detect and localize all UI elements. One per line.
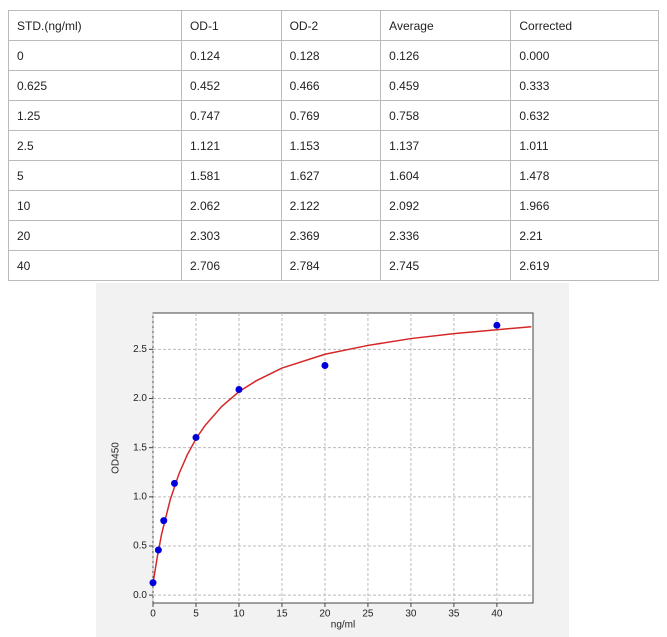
table-cell: 1.604 [380, 160, 512, 191]
table-cell: 1.25 [8, 100, 182, 131]
table-cell: 1.478 [510, 160, 659, 191]
x-tick-label: 0 [150, 609, 156, 620]
table-cell: Corrected [510, 10, 659, 41]
table-cell: 1.121 [180, 130, 282, 161]
data-point [235, 385, 243, 393]
y-axis-label: OD450 [111, 442, 122, 474]
table-cell: 0.128 [280, 40, 382, 71]
data-point [154, 546, 162, 554]
data-table: STD.(ng/ml) OD-1 OD-2 Average Corrected 0 0.12… [8, 10, 659, 281]
x-tick-label: 40 [491, 609, 503, 620]
table-cell: 2.336 [380, 220, 512, 251]
table-cell: 0.769 [280, 100, 382, 131]
y-tick-label: 0.5 [133, 541, 147, 552]
data-point [192, 433, 200, 441]
data-point [170, 479, 178, 487]
data-point [493, 321, 501, 329]
table-cell: 1.627 [280, 160, 382, 191]
table-cell: 1.137 [380, 130, 512, 161]
y-tick-label: 2.0 [133, 393, 147, 404]
table-row: 40 2.706 2.784 2.745 2.619 [8, 250, 659, 281]
table-row: 5 1.581 1.627 1.604 1.478 [8, 160, 659, 191]
table-cell: 10 [8, 190, 182, 221]
x-tick-label: 10 [233, 609, 245, 620]
y-tick-label: 2.5 [133, 344, 147, 355]
table-cell: 2.092 [380, 190, 512, 221]
x-tick-label: 5 [193, 609, 199, 620]
data-point [160, 517, 168, 525]
table-cell: 2.619 [510, 250, 659, 281]
table-cell: 0.124 [180, 40, 282, 71]
table-cell: 1.581 [180, 160, 282, 191]
table-cell: 2.369 [280, 220, 382, 251]
table-cell: 2.745 [380, 250, 512, 281]
y-tick-label: 1.0 [133, 491, 147, 502]
table-row: 10 2.062 2.122 2.092 1.966 [8, 190, 659, 221]
x-tick-label: 20 [319, 609, 331, 620]
data-point [149, 579, 157, 587]
table-cell: 2.21 [510, 220, 659, 251]
table-row: 0 0.124 0.128 0.126 0.000 [8, 40, 659, 71]
table-cell: 2.784 [280, 250, 382, 281]
table-cell: OD-1 [180, 10, 282, 41]
table-cell: 0.466 [280, 70, 382, 101]
table-cell: 0.758 [380, 100, 512, 131]
x-tick-label: 30 [405, 609, 417, 620]
table-cell: 40 [8, 250, 182, 281]
table-cell: 0 [8, 40, 182, 71]
data-point [321, 361, 329, 369]
plot-area [152, 312, 534, 604]
table-row: 20 2.303 2.369 2.336 2.21 [8, 220, 659, 251]
x-tick-label: 35 [448, 609, 460, 620]
x-tick-label: 25 [362, 609, 374, 620]
x-tick-label: 15 [276, 609, 288, 620]
fit-curve [152, 326, 532, 584]
table-cell: STD.(ng/ml) [8, 10, 182, 41]
table-cell: Average [380, 10, 512, 41]
x-axis-label: ng/ml [331, 620, 355, 631]
y-tick-label: 0.0 [133, 590, 147, 601]
table-cell: 2.706 [180, 250, 282, 281]
table-cell: 0.459 [380, 70, 512, 101]
header-row: STD.(ng/ml) OD-1 OD-2 Average Corrected [8, 10, 659, 41]
table-row: 1.25 0.747 0.769 0.758 0.632 [8, 100, 659, 131]
y-tick-label: 1.5 [133, 442, 147, 453]
